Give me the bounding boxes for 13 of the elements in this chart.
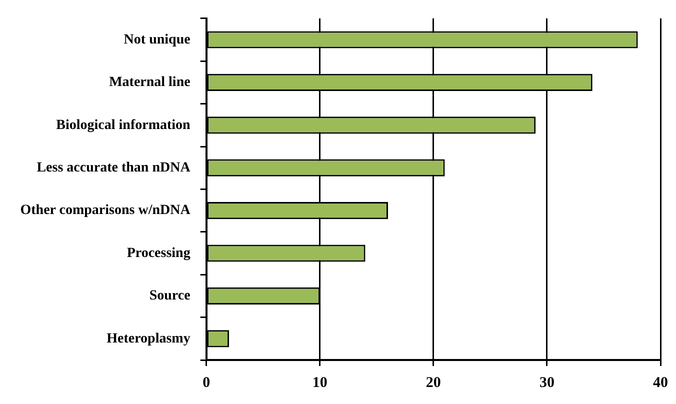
x-tick-label: 40 (653, 374, 668, 391)
y-tick-label: Biological information (56, 118, 191, 133)
x-tick-label: 30 (539, 374, 554, 391)
x-tick-label: 10 (312, 374, 328, 391)
y-tick-label: Maternal line (109, 75, 190, 90)
y-tick-label: Processing (126, 246, 190, 261)
y-tick-label: Not unique (124, 32, 190, 48)
x-tick-label: 20 (426, 374, 441, 391)
y-tick-label: Source (149, 288, 190, 304)
y-tick-label: Other comparisons w/nDNA (20, 203, 192, 218)
y-tick-label: Less accurate than nDNA (36, 160, 192, 176)
y-tick-label: Heteroplasmy (106, 331, 190, 346)
x-tick-label: 0 (202, 374, 210, 391)
